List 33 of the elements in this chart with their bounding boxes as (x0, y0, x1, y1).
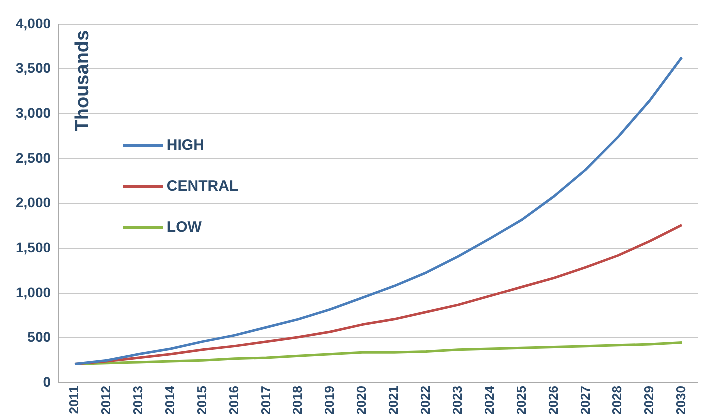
y-tick-label: 1,500 (16, 239, 52, 256)
x-tick-label: 2026 (546, 386, 561, 415)
x-tick-label: 2024 (482, 385, 497, 415)
y-axis-title: Thousands (72, 30, 94, 132)
x-tick-label: 2017 (258, 386, 274, 415)
y-tick-label: 3,500 (16, 60, 52, 76)
x-tick-label: 2027 (578, 386, 593, 415)
y-tick-label: 2,500 (16, 150, 52, 166)
x-tick-label: 2011 (66, 386, 82, 414)
x-tick-label: 2030 (674, 386, 689, 415)
y-tick-label: 4,000 (16, 15, 52, 32)
y-tick-label: 0 (43, 374, 52, 390)
x-tick-label: 2013 (130, 386, 146, 415)
x-tick-label: 2020 (354, 386, 370, 415)
y-tick-label: 500 (28, 329, 52, 346)
x-tick-label: 2012 (98, 386, 114, 415)
x-tick-label: 2015 (194, 386, 210, 415)
x-tick-label: 2025 (514, 386, 529, 415)
x-tick-label: 2018 (290, 386, 306, 415)
legend-label: LOW (166, 218, 202, 236)
legend-label: HIGH (166, 136, 204, 154)
x-tick-label: 2028 (610, 386, 625, 415)
x-tick-label: 2019 (322, 386, 338, 415)
x-tick-label: 2023 (450, 386, 465, 415)
legend-label: CENTRAL (166, 178, 239, 195)
y-tick-label: 3,000 (16, 104, 52, 121)
y-tick-label: 1,000 (16, 284, 52, 300)
x-tick-label: 2021 (386, 386, 402, 415)
x-tick-label: 2029 (642, 386, 657, 415)
x-tick-label: 2014 (162, 385, 178, 415)
y-tick-label: 2,000 (16, 194, 52, 211)
x-tick-label: 2016 (226, 386, 242, 415)
x-tick-label: 2022 (418, 386, 434, 415)
